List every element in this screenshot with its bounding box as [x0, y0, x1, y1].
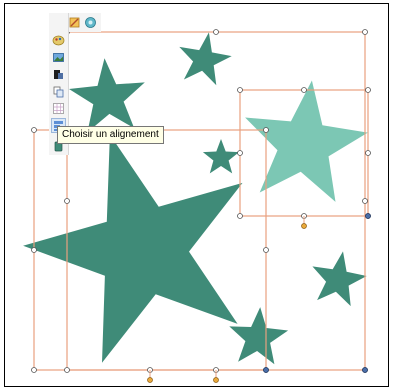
star-bottom — [229, 307, 289, 365]
layer-order-tool-button[interactable] — [51, 67, 66, 82]
rotate-handle[interactable] — [213, 377, 219, 383]
anchor-handle — [362, 367, 368, 373]
duplicate-tool-button[interactable] — [51, 84, 66, 99]
resize-handle[interactable] — [365, 150, 371, 156]
star-top-middle — [179, 32, 232, 86]
resize-handle[interactable] — [263, 247, 269, 253]
copy-icon — [53, 86, 64, 98]
star-selected-light — [245, 80, 368, 202]
resize-handle[interactable] — [237, 213, 243, 219]
ungroup-icon — [85, 17, 96, 28]
resize-handle[interactable] — [362, 29, 368, 35]
ungroup-tool-button[interactable] — [83, 15, 98, 30]
rotate-handle[interactable] — [301, 223, 307, 229]
resize-handle[interactable] — [31, 127, 37, 133]
transform-icon — [69, 17, 80, 28]
star-right — [312, 251, 367, 307]
star-small-center — [202, 139, 240, 174]
transform-tool-button[interactable] — [67, 15, 82, 30]
star-top-left — [69, 58, 145, 133]
resize-handle[interactable] — [64, 198, 70, 204]
resize-handle[interactable] — [237, 150, 243, 156]
resize-handle[interactable] — [263, 127, 269, 133]
grid-tool-button[interactable] — [51, 101, 66, 116]
tooltip-align: Choisir un alignement — [57, 126, 164, 144]
layers-icon — [54, 70, 63, 79]
resize-handle[interactable] — [213, 29, 219, 35]
picture-icon — [53, 53, 64, 62]
anchor-handle — [365, 213, 371, 219]
grid-icon — [53, 103, 64, 114]
resize-handle[interactable] — [64, 367, 70, 373]
resize-handle[interactable] — [301, 87, 307, 93]
tooltip-text: Choisir un alignement — [62, 129, 159, 140]
resize-handle[interactable] — [31, 247, 37, 253]
resize-handle[interactable] — [31, 367, 37, 373]
paint-palette-icon — [52, 35, 65, 46]
resize-handle[interactable] — [237, 87, 243, 93]
resize-handle[interactable] — [365, 87, 371, 93]
rotate-handle[interactable] — [147, 377, 153, 383]
color-tool-button[interactable] — [51, 33, 66, 48]
image-tool-button[interactable] — [51, 50, 66, 65]
resize-handle[interactable] — [362, 198, 368, 204]
large-star — [23, 134, 243, 363]
anchor-handle — [263, 367, 269, 373]
